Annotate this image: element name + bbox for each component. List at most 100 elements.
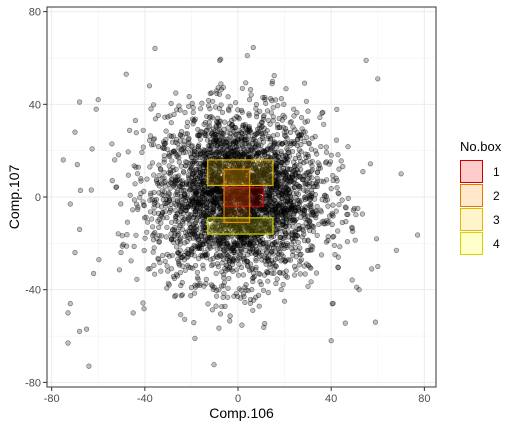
data-point — [233, 291, 239, 297]
data-point — [360, 169, 366, 175]
data-point — [210, 240, 216, 247]
data-point — [330, 177, 336, 183]
data-point — [235, 107, 241, 113]
data-point — [234, 267, 240, 273]
data-point — [141, 306, 147, 312]
data-point — [173, 292, 179, 299]
data-point — [205, 301, 211, 307]
data-point — [319, 110, 325, 116]
data-point — [127, 192, 133, 198]
data-point — [210, 98, 216, 104]
data-point — [198, 106, 204, 112]
data-point — [204, 208, 210, 214]
data-point — [250, 270, 257, 276]
data-point — [118, 201, 124, 207]
data-point — [169, 252, 175, 258]
data-point — [292, 163, 298, 169]
data-point — [265, 278, 271, 284]
data-point — [169, 219, 175, 225]
data-point — [194, 205, 200, 212]
data-point — [262, 148, 268, 155]
data-point — [124, 232, 130, 238]
data-point — [155, 181, 161, 187]
data-point — [188, 293, 194, 299]
data-point — [152, 271, 158, 277]
data-point — [176, 145, 182, 151]
data-point — [269, 188, 275, 194]
x-tick-label: 40 — [325, 393, 337, 405]
data-point — [272, 165, 278, 171]
data-point — [329, 221, 335, 228]
data-point — [270, 212, 276, 218]
data-point — [334, 178, 340, 184]
data-point — [290, 248, 296, 254]
data-point — [157, 260, 163, 266]
data-point — [176, 259, 182, 265]
data-point — [146, 137, 153, 143]
data-point — [306, 174, 312, 180]
y-axis-title: Comp.107 — [6, 164, 22, 229]
data-point — [65, 310, 71, 316]
data-point — [253, 264, 259, 270]
data-point — [144, 229, 150, 235]
data-point — [266, 244, 272, 251]
data-point — [128, 258, 134, 264]
data-point — [150, 249, 156, 255]
data-point — [359, 211, 366, 217]
data-point — [221, 275, 227, 281]
data-point — [186, 135, 192, 141]
data-point — [302, 194, 308, 200]
data-point — [249, 287, 255, 293]
data-point — [151, 245, 157, 251]
data-point — [60, 157, 66, 163]
data-point — [181, 216, 187, 223]
data-point — [308, 146, 315, 152]
data-point — [253, 248, 260, 254]
data-point — [270, 118, 276, 124]
box-4 — [207, 217, 274, 235]
data-point — [190, 121, 196, 127]
data-point — [183, 131, 189, 137]
data-point — [193, 262, 199, 269]
data-point — [187, 236, 193, 242]
data-point — [161, 159, 167, 165]
data-point — [297, 245, 303, 251]
data-point — [340, 163, 346, 170]
data-point — [275, 154, 281, 160]
data-point — [226, 108, 232, 114]
data-point — [125, 149, 131, 155]
data-point — [95, 97, 101, 103]
data-point — [242, 243, 248, 249]
box-3 — [207, 159, 274, 187]
data-point — [336, 166, 342, 172]
data-point — [284, 146, 290, 152]
data-point — [235, 272, 242, 278]
data-point — [191, 152, 198, 158]
data-point — [252, 140, 258, 146]
data-point — [290, 239, 297, 245]
data-point — [177, 222, 183, 228]
data-point — [156, 162, 162, 168]
data-point — [263, 261, 269, 267]
data-point — [201, 188, 207, 194]
data-point — [158, 268, 164, 274]
data-point — [294, 181, 300, 188]
data-point — [268, 95, 274, 102]
data-point — [259, 253, 265, 259]
data-point — [279, 141, 285, 147]
data-point — [243, 282, 249, 288]
data-point — [323, 144, 329, 150]
data-point — [295, 191, 302, 197]
data-point — [67, 201, 73, 207]
data-point — [151, 172, 157, 178]
data-point — [151, 189, 157, 195]
data-point — [308, 279, 314, 285]
data-point — [178, 293, 184, 299]
data-point — [299, 257, 305, 263]
data-point — [269, 270, 275, 276]
data-point — [250, 152, 256, 159]
data-point — [304, 247, 311, 253]
data-point — [183, 207, 189, 214]
data-point — [228, 234, 234, 240]
data-point — [195, 146, 201, 152]
